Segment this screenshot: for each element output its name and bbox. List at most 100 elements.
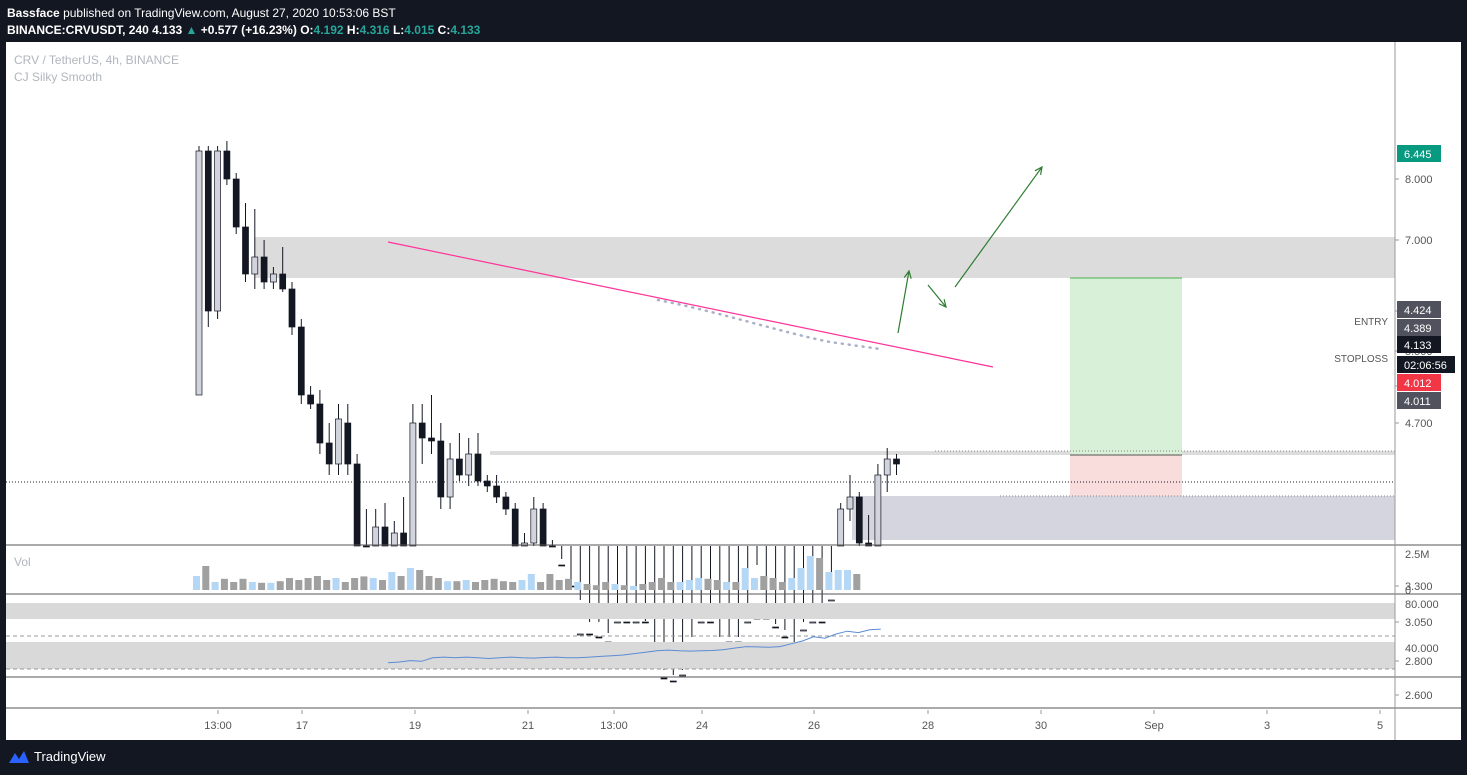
- candle-body: [558, 564, 566, 567]
- volume-bar: [695, 578, 703, 590]
- volume-bar: [658, 578, 665, 590]
- volume-bar: [713, 580, 721, 590]
- stop-zone: [1070, 455, 1182, 496]
- candle-body: [353, 463, 361, 547]
- volume-bar: [323, 580, 331, 590]
- volume-bar: [834, 570, 842, 590]
- publisher-name[interactable]: Bassface: [7, 6, 60, 20]
- high-value: 4.316: [359, 23, 390, 37]
- candle: [195, 146, 203, 396]
- volume-bar: [527, 574, 535, 590]
- volume-bar: [295, 580, 303, 590]
- last-price: 4.133: [152, 23, 183, 37]
- volume-label: Vol: [14, 555, 31, 569]
- axis-layer: 8.0007.0006.0005.5005.1004.7003.3003.050…: [204, 145, 1455, 732]
- price-badge-label: 4.133: [1404, 340, 1432, 352]
- arrow-head-icon: [938, 299, 947, 309]
- volume-bar: [406, 568, 414, 590]
- tradingview-logo-icon[interactable]: [8, 749, 30, 765]
- candle: [837, 503, 845, 547]
- candle-body: [325, 442, 333, 465]
- volume-bar: [193, 576, 200, 590]
- volume-bar: [472, 582, 479, 590]
- candle-body: [381, 526, 389, 547]
- tradingview-brand[interactable]: TradingView: [34, 749, 106, 764]
- candle-body: [418, 422, 426, 439]
- silky-smooth-dots: [656, 298, 882, 351]
- target-zone: [1070, 278, 1182, 455]
- candle-body: [679, 674, 686, 677]
- volume-bar: [416, 570, 424, 590]
- volume-bar: [248, 582, 256, 590]
- price-badge: [1397, 356, 1455, 373]
- candle: [353, 454, 361, 547]
- candle-body: [214, 150, 221, 312]
- drawings-layer: [6, 165, 1395, 497]
- volume-bar: [537, 582, 545, 590]
- volume-bar: [351, 578, 359, 590]
- arrow-head-icon: [1034, 165, 1043, 175]
- candle: [344, 404, 352, 475]
- entry-label: ENTRY: [1354, 317, 1388, 328]
- candle-body: [502, 496, 510, 510]
- stoploss-label: STOPLOSS: [1334, 354, 1388, 365]
- volume-bar: [620, 585, 628, 590]
- candle-body: [576, 633, 584, 636]
- candle-body: [623, 621, 631, 624]
- candle-body: [846, 496, 854, 510]
- trendline: [387, 241, 994, 368]
- price-badge-label: 4.012: [1404, 378, 1432, 390]
- volume-bar: [732, 582, 740, 590]
- price-badge-label: 4.011: [1404, 396, 1431, 408]
- candle-body: [335, 418, 342, 465]
- candle-body: [316, 403, 324, 444]
- volume-bar: [518, 580, 526, 590]
- price-tick-label: 3.050: [1405, 617, 1433, 629]
- support-zone: [852, 496, 1395, 540]
- volume-bar: [583, 584, 591, 590]
- published-text: published on TradingView.com, August 27,…: [63, 6, 396, 20]
- candle: [223, 141, 231, 185]
- volume-bar: [490, 578, 498, 590]
- volume-bar: [844, 570, 851, 590]
- volume-bar: [267, 582, 275, 590]
- footer-bar: TradingView: [0, 740, 1467, 775]
- candle: [502, 492, 510, 515]
- chart-background: [6, 42, 1461, 740]
- candle: [325, 423, 333, 475]
- candle-body: [781, 636, 789, 639]
- candle-body: [549, 545, 556, 548]
- time-tick-label: 19: [409, 720, 421, 732]
- candle: [307, 386, 314, 409]
- volume-bar: [230, 582, 238, 590]
- candle-body: [204, 150, 212, 312]
- volume-bar: [258, 582, 266, 590]
- indicator-label: CJ Silky Smooth: [14, 70, 102, 84]
- candle-body: [828, 599, 835, 602]
- price-badge: [1397, 336, 1441, 353]
- volume-bar: [332, 578, 340, 590]
- candle: [437, 423, 445, 509]
- candle: [214, 146, 221, 319]
- candle: [483, 475, 491, 492]
- volume-bar: [276, 581, 284, 590]
- candle: [409, 404, 417, 547]
- volume-bar: [444, 581, 452, 590]
- trade-box-layer: [1070, 277, 1182, 496]
- volume-bar: [313, 576, 321, 590]
- candle-body: [288, 288, 296, 328]
- volume-bar: [565, 578, 572, 590]
- candle: [288, 282, 296, 335]
- time-tick-label: 17: [296, 720, 308, 732]
- volume-bar: [220, 578, 228, 590]
- volume-bar: [592, 585, 600, 590]
- chart-canvas[interactable]: 8.0007.0006.0005.5005.1004.7003.3003.050…: [0, 42, 1467, 740]
- candle-body: [465, 453, 473, 476]
- candle-body: [270, 273, 277, 283]
- volume-bar: [723, 582, 731, 590]
- rsi-tick-label: 80.000: [1405, 599, 1439, 611]
- time-tick-label: 13:00: [600, 720, 628, 732]
- rsi-overbought-band: [6, 603, 1395, 619]
- time-tick-label: 30: [1035, 720, 1047, 732]
- volume-tick-label: 2.5M: [1405, 549, 1429, 561]
